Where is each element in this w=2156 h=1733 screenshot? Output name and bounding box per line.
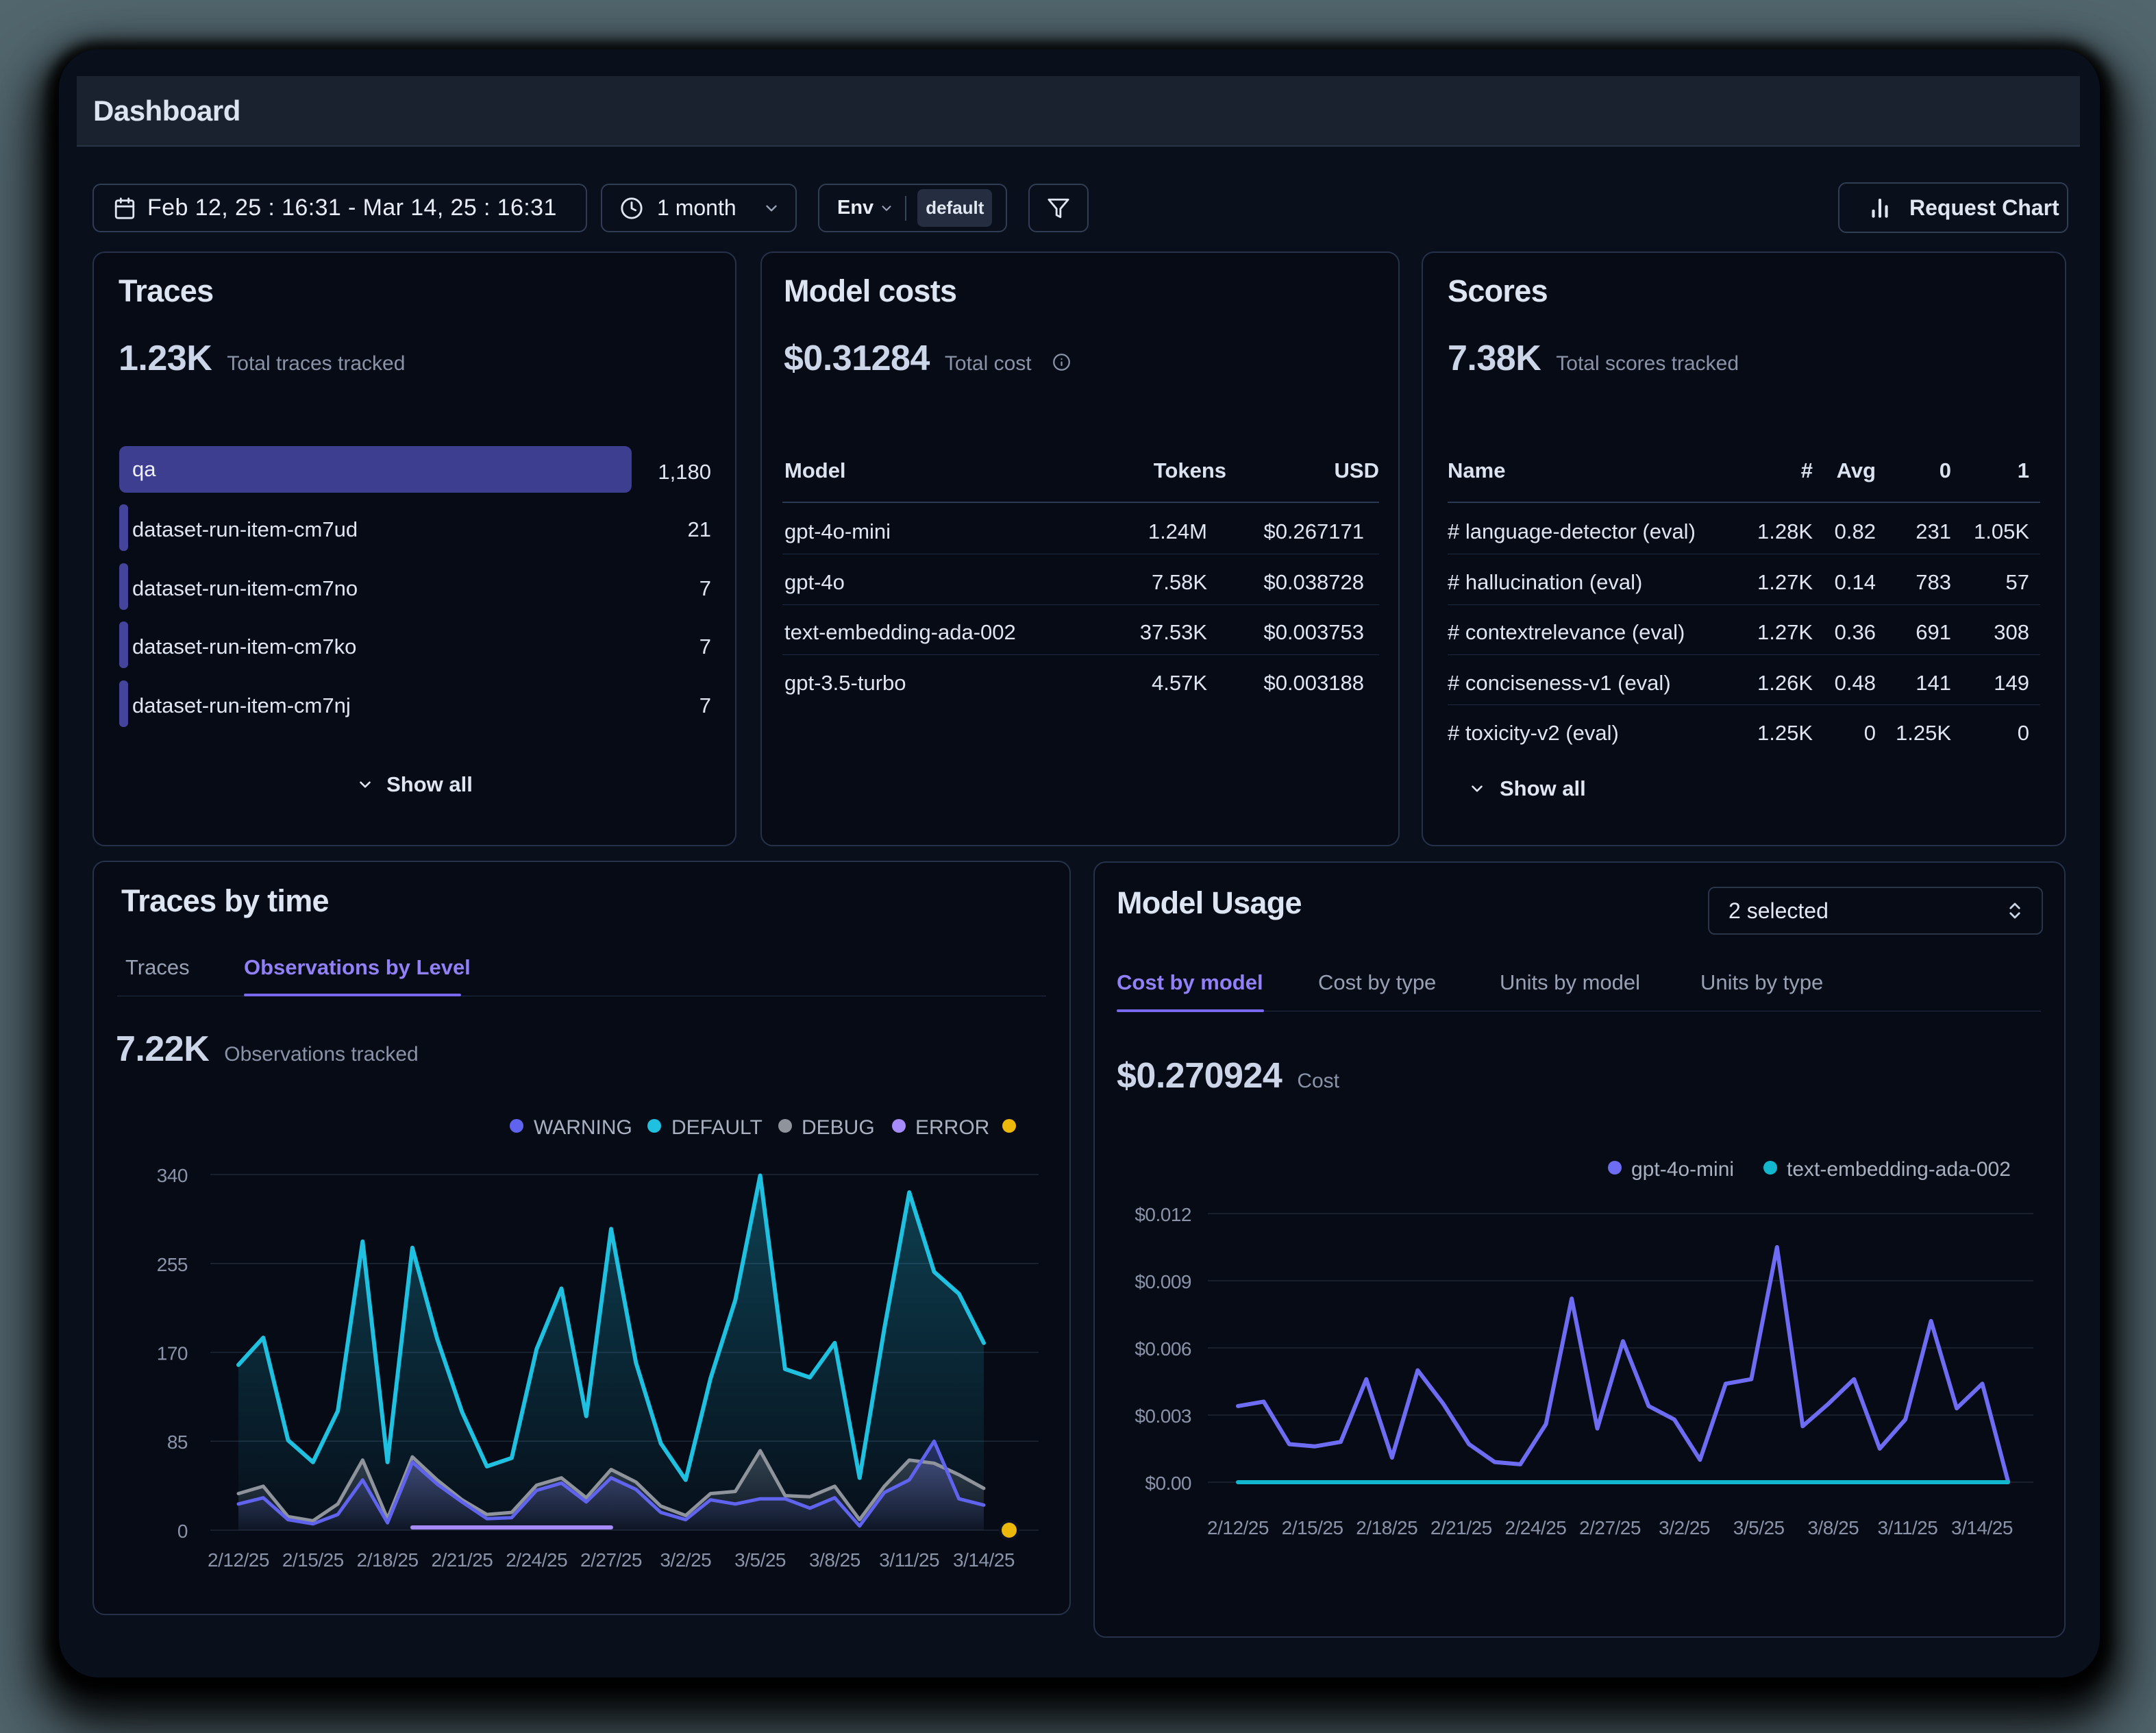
svg-text:WARNING: WARNING: [534, 1116, 632, 1139]
svg-text:3/2/25: 3/2/25: [660, 1549, 711, 1571]
svg-text:3/11/25: 3/11/25: [1877, 1517, 1937, 1538]
svg-text:text-embedding-ada-002: text-embedding-ada-002: [1787, 1158, 2011, 1181]
svg-text:2/27/25: 2/27/25: [1579, 1517, 1641, 1538]
svg-text:170: 170: [157, 1343, 188, 1364]
svg-text:3/5/25: 3/5/25: [1733, 1517, 1785, 1538]
svg-text:2/21/25: 2/21/25: [431, 1549, 493, 1571]
svg-text:3/8/25: 3/8/25: [1807, 1517, 1859, 1538]
svg-text:3/2/25: 3/2/25: [1659, 1517, 1710, 1538]
svg-text:340: 340: [157, 1165, 188, 1186]
svg-text:0: 0: [177, 1521, 188, 1542]
svg-text:$0.00: $0.00: [1145, 1473, 1191, 1494]
svg-text:gpt-4o-mini: gpt-4o-mini: [1631, 1158, 1734, 1181]
svg-text:85: 85: [167, 1431, 188, 1453]
svg-text:2/27/25: 2/27/25: [580, 1549, 642, 1571]
svg-text:3/8/25: 3/8/25: [809, 1549, 860, 1571]
svg-text:2/24/25: 2/24/25: [1504, 1517, 1566, 1538]
svg-text:DEFAULT: DEFAULT: [671, 1116, 763, 1139]
svg-text:$0.012: $0.012: [1135, 1204, 1191, 1225]
svg-text:2/18/25: 2/18/25: [1356, 1517, 1417, 1538]
svg-text:2/18/25: 2/18/25: [357, 1549, 419, 1571]
svg-text:3/14/25: 3/14/25: [1951, 1517, 2013, 1538]
svg-text:$0.009: $0.009: [1135, 1271, 1191, 1292]
svg-text:3/14/25: 3/14/25: [953, 1549, 1015, 1571]
svg-text:255: 255: [157, 1254, 188, 1275]
svg-text:3/11/25: 3/11/25: [879, 1549, 939, 1571]
svg-text:2/24/25: 2/24/25: [506, 1549, 567, 1571]
svg-text:$0.003: $0.003: [1135, 1405, 1191, 1427]
svg-text:ERROR: ERROR: [915, 1116, 989, 1139]
svg-text:2/21/25: 2/21/25: [1430, 1517, 1492, 1538]
svg-text:2/12/25: 2/12/25: [1207, 1517, 1269, 1538]
svg-text:2/12/25: 2/12/25: [208, 1549, 269, 1571]
svg-text:2/15/25: 2/15/25: [1282, 1517, 1343, 1538]
svg-text:DEBUG: DEBUG: [802, 1116, 875, 1139]
svg-text:2/15/25: 2/15/25: [282, 1549, 344, 1571]
svg-text:$0.006: $0.006: [1135, 1338, 1191, 1360]
svg-text:3/5/25: 3/5/25: [734, 1549, 786, 1571]
